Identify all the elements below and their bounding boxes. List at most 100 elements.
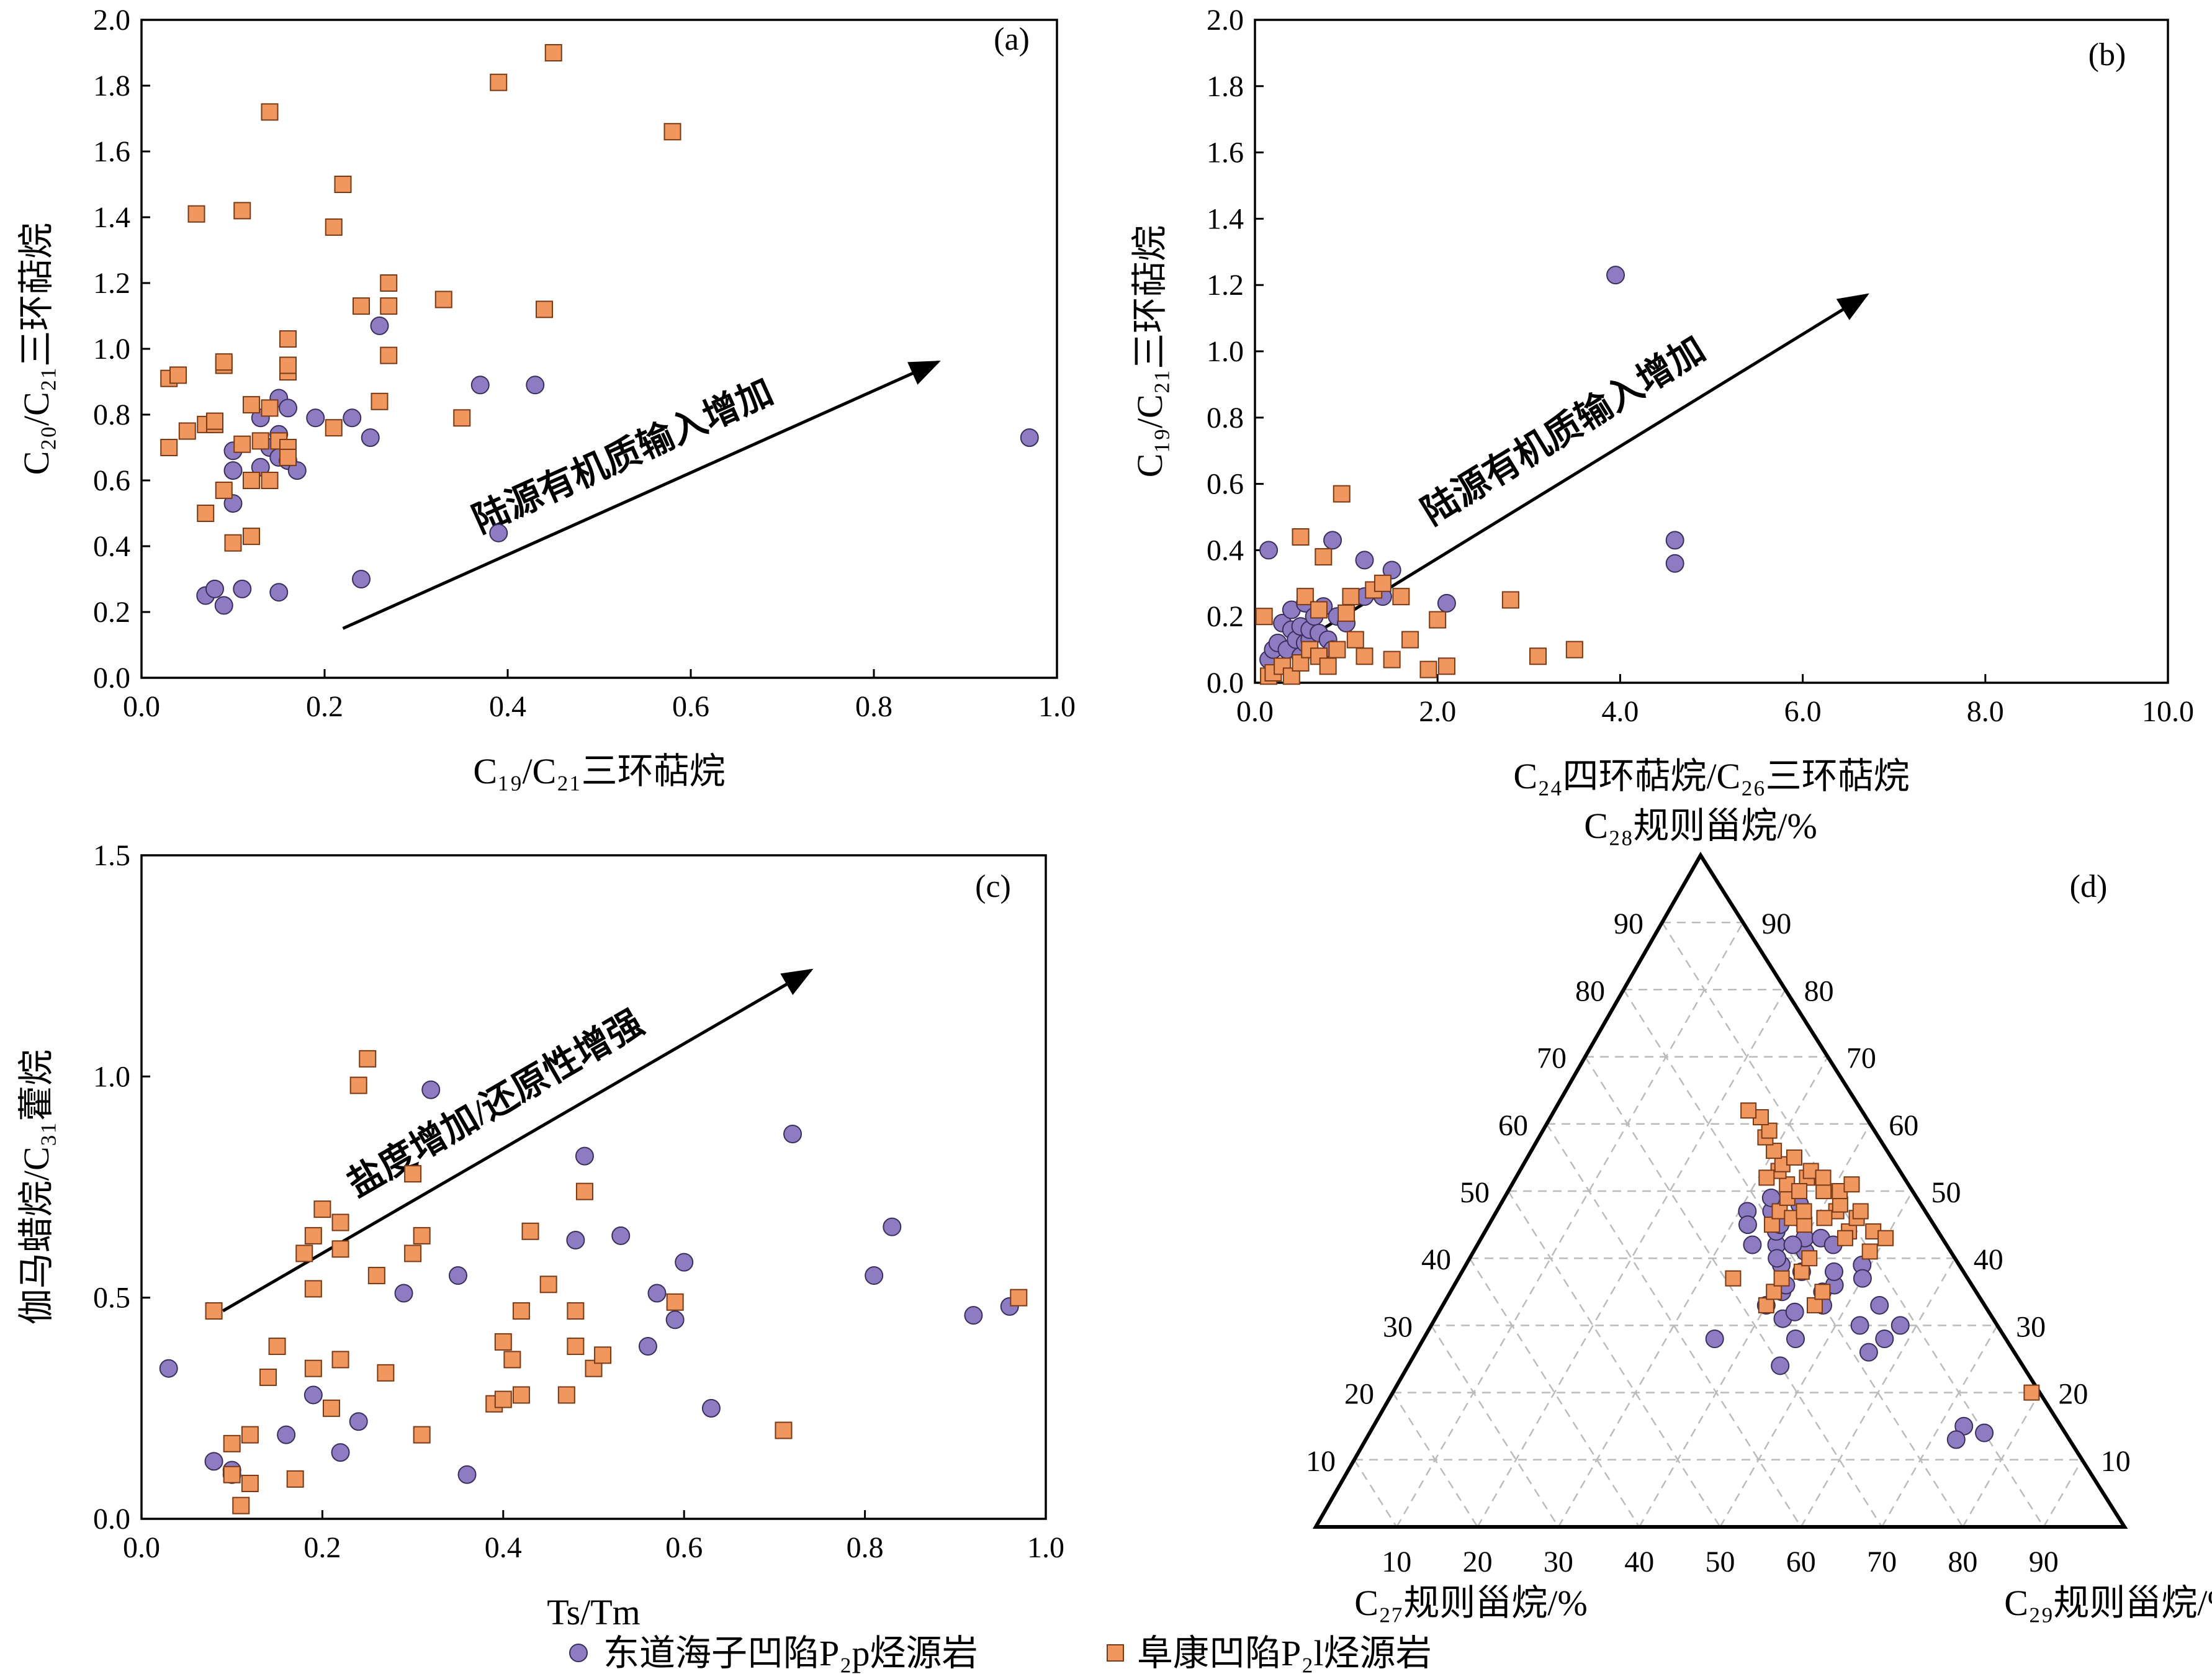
data-point-orange	[775, 1421, 793, 1439]
data-point-orange	[233, 202, 251, 220]
data-point-orange	[1333, 485, 1351, 503]
x-axis-title: C₂₄四环萜烷/C₂₆三环萜烷	[1513, 756, 1909, 796]
data-point-orange	[404, 1165, 422, 1183]
data-point-orange	[521, 1222, 539, 1240]
data-point-orange	[1764, 1217, 1781, 1233]
data-point-orange	[205, 1302, 223, 1320]
ternary-left-tick-label: 50	[1460, 1176, 1490, 1209]
panel-b: 0.0 2.0 4.0 6.0 8.0 10.0 0.0 0.2 0.4 0.6 0.8 1.0 1.2…	[1130, 4, 2194, 796]
data-point-purple	[1824, 1262, 1843, 1281]
data-point-orange	[325, 419, 343, 437]
data-point-orange	[1861, 1243, 1878, 1260]
data-point-orange	[279, 330, 297, 348]
data-point-purple	[251, 457, 270, 477]
data-point-orange	[1010, 1289, 1028, 1307]
legend: 东道海子凹陷P₂p烃源岩 阜康凹陷P₂l烃源岩	[569, 1633, 1432, 1673]
data-point-orange	[1501, 591, 1519, 609]
data-point-purple	[1875, 1330, 1894, 1349]
data-point-orange	[325, 218, 343, 236]
ternary-right-label: C₂₉规则甾烷/%	[2004, 1583, 2212, 1623]
x-tick-label: 8.0	[1967, 695, 2004, 728]
ternary-bottom-tick-label: 50	[1706, 1546, 1735, 1578]
data-point-orange	[1374, 574, 1391, 592]
data-point-orange	[371, 392, 389, 410]
y-tick-label: 1.6	[1207, 137, 1244, 169]
data-point-purple	[361, 428, 380, 448]
data-point-orange	[251, 432, 269, 450]
data-point-purple	[1859, 1343, 1878, 1362]
y-tick-label: 0.6	[1207, 468, 1244, 501]
ternary-bottom-tick-label: 80	[1948, 1546, 1977, 1578]
data-point-purple	[1355, 551, 1374, 570]
data-point-purple	[269, 583, 289, 602]
ternary-grid-line	[1719, 1190, 1913, 1528]
data-point-orange	[413, 1226, 431, 1244]
data-point-orange	[241, 1426, 259, 1444]
data-point-purple	[1891, 1316, 1910, 1335]
x-tick-label: 4.0	[1601, 695, 1639, 728]
data-point-orange	[223, 1465, 241, 1483]
data-point-orange	[1796, 1203, 1812, 1220]
y-tick-label: 1.0	[93, 1060, 130, 1093]
data-point-orange	[1315, 548, 1333, 566]
data-point-orange	[243, 528, 260, 546]
panel-c: 0.0 0.2 0.4 0.6 0.8 1.0 0.0 0.5 1.0 1.5 Ts/Tm 伽马蜡烷/…	[16, 839, 1064, 1632]
ternary-top-label: C₂₈规则甾烷/%	[1584, 806, 1817, 846]
data-point-orange	[1758, 1169, 1775, 1186]
ternary-frame	[1312, 852, 2128, 1529]
data-point-orange	[268, 1338, 286, 1356]
ternary-left-tick-label: 70	[1537, 1042, 1567, 1075]
panel-label: (a)	[994, 22, 1030, 57]
ternary-right-tick-label: 90	[1761, 907, 1791, 940]
y-tick-label: 0.4	[1207, 534, 1244, 567]
x-tick-label: 1.0	[1027, 1531, 1064, 1564]
data-point-orange	[1852, 1203, 1869, 1220]
ternary-grid-line	[1962, 1392, 2041, 1528]
x-tick-label: 0.8	[855, 690, 892, 723]
data-point-orange	[1328, 641, 1346, 659]
data-point-purple	[370, 316, 389, 335]
y-axis-title: C₂₀/C₂₁三环萜烷	[16, 223, 56, 475]
y-tick-label: 1.6	[93, 135, 130, 168]
y-tick-label: 0.5	[93, 1282, 130, 1315]
data-point-purple	[1850, 1316, 1869, 1335]
data-point-orange	[1383, 650, 1401, 668]
data-point-orange	[453, 409, 471, 427]
data-point-orange	[1766, 1143, 1783, 1159]
data-point-orange	[512, 1386, 530, 1404]
data-point-purple	[647, 1284, 667, 1303]
data-point-orange	[349, 1076, 367, 1094]
data-point-purple	[611, 1226, 631, 1245]
data-point-orange	[1346, 631, 1364, 649]
data-point-orange	[585, 1359, 603, 1377]
data-point-purple	[566, 1231, 585, 1250]
x-tick-label: 0.0	[1236, 695, 1274, 728]
x-axis-title: Ts/Tm	[547, 1592, 641, 1632]
data-point-orange	[197, 505, 215, 522]
data-point-purple	[1606, 266, 1625, 285]
data-point-orange	[1761, 1122, 1778, 1139]
data-point-orange	[1877, 1230, 1894, 1246]
data-point-orange	[434, 290, 452, 308]
data-point-purple	[1768, 1249, 1787, 1268]
trend-arrow	[342, 360, 941, 630]
data-point-orange	[1356, 647, 1374, 665]
y-tick-label: 1.0	[1207, 335, 1244, 368]
y-tick-label: 1.4	[1207, 202, 1244, 235]
data-point-orange	[279, 448, 297, 466]
ternary-left-tick-label: 60	[1498, 1109, 1528, 1142]
data-point-orange	[243, 472, 260, 489]
data-point-orange	[215, 481, 233, 499]
legend-label-purple: 东道海子凹陷P₂p烃源岩	[603, 1633, 978, 1673]
y-tick-label: 1.2	[93, 267, 130, 300]
data-point-purple	[1665, 554, 1684, 573]
data-point-orange	[223, 1434, 241, 1452]
y-tick-label: 0.2	[1207, 600, 1244, 633]
data-point-purple	[526, 376, 545, 395]
data-point-purple	[1705, 1330, 1724, 1349]
data-point-orange	[1255, 608, 1273, 626]
data-point-orange	[178, 422, 196, 440]
y-tick-label: 0.0	[93, 1503, 130, 1536]
data-point-orange	[380, 346, 398, 364]
y-tick-label: 0.8	[93, 398, 130, 431]
